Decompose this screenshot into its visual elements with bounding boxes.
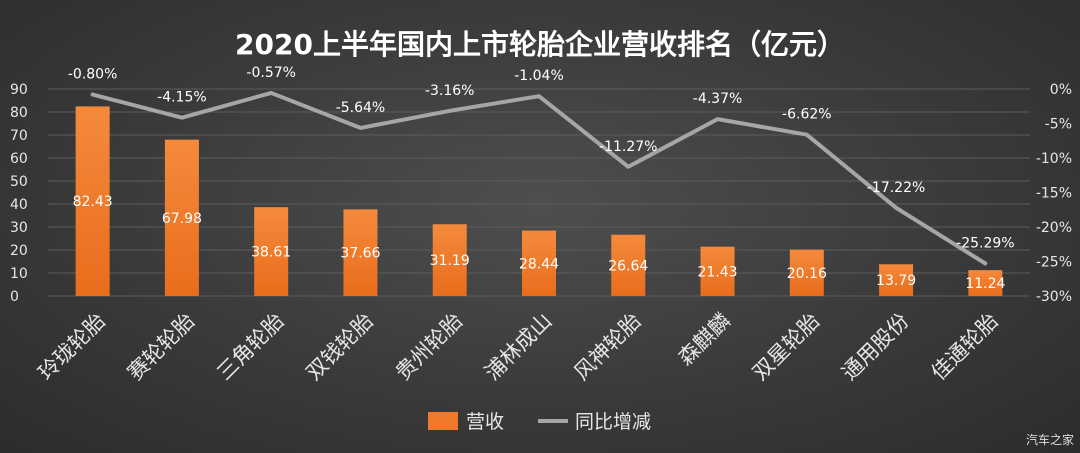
yoy-value-label: -25.29% bbox=[956, 236, 1014, 252]
bar bbox=[164, 139, 199, 296]
bar bbox=[968, 270, 1003, 296]
yoy-value-label: -3.16% bbox=[425, 83, 475, 99]
category-label: 玲珑轮胎 bbox=[34, 309, 110, 385]
line-series: -0.80% -4.15% -0.57% -5.64% -3.16% -1.04% -11.… bbox=[68, 65, 1015, 266]
bar-series: 82.43 67.98 38.61 37.66 31.19 28.44 26.64 21.43… bbox=[73, 106, 1005, 296]
bar-value-label: 31.19 bbox=[430, 253, 470, 269]
category-label: 赛轮轮胎 bbox=[123, 309, 199, 385]
category-labels: 玲珑轮胎 赛轮轮胎 三角轮胎 双钱轮胎 贵州轮胎 浦林成山 风神轮胎 森麒麟 双星轮胎 通用股份佳… bbox=[34, 309, 1003, 385]
left-axis-tick-label: 50 bbox=[10, 174, 28, 190]
bar bbox=[611, 234, 646, 296]
bar-value-label: 26.64 bbox=[608, 258, 648, 274]
category-label: 贵州轮胎 bbox=[391, 309, 467, 385]
bar-value-label: 20.16 bbox=[787, 266, 827, 282]
legend-label-revenue: 营收 bbox=[466, 411, 504, 433]
yoy-value-label: -17.22% bbox=[867, 180, 925, 196]
left-axis-tick-label: 80 bbox=[10, 105, 28, 121]
yoy-value-label: -4.15% bbox=[157, 90, 207, 106]
bar-value-label: 28.44 bbox=[519, 256, 559, 272]
right-axis-tick-label: -20% bbox=[1036, 220, 1072, 236]
bar bbox=[432, 224, 467, 296]
left-axis-tick-label: 70 bbox=[10, 128, 28, 144]
category-label: 三角轮胎 bbox=[212, 309, 288, 385]
legend-swatch-revenue bbox=[428, 412, 458, 430]
right-axis-ticks: -30% -25% -20% -15% -10% -5% 0% bbox=[1036, 82, 1072, 305]
yoy-value-label: -1.04% bbox=[514, 68, 564, 84]
left-axis-tick-label: 10 bbox=[10, 266, 28, 282]
left-axis-tick-label: 20 bbox=[10, 243, 28, 259]
bar-value-label: 11.24 bbox=[965, 276, 1005, 292]
bar-value-label: 13.79 bbox=[876, 273, 916, 289]
category-label: 浦林成山 bbox=[480, 309, 556, 385]
right-axis-tick-label: -5% bbox=[1045, 117, 1072, 133]
left-axis-tick-label: 30 bbox=[10, 220, 28, 236]
watermark: 汽车之家 bbox=[1026, 432, 1074, 447]
bar-value-label: 37.66 bbox=[340, 246, 380, 262]
category-label: 风神轮胎 bbox=[569, 309, 645, 385]
category-label: 通用股份 bbox=[837, 309, 913, 385]
yoy-value-label: -5.64% bbox=[336, 100, 386, 116]
bar-value-label: 38.61 bbox=[251, 245, 291, 261]
right-axis-tick-label: -25% bbox=[1036, 255, 1072, 271]
legend-label-yoy: 同比增减 bbox=[575, 411, 651, 433]
bar bbox=[879, 264, 914, 296]
left-axis-tick-label: 0 bbox=[10, 289, 19, 305]
bar bbox=[789, 249, 824, 296]
right-axis-tick-label: -10% bbox=[1036, 151, 1072, 167]
right-axis-tick-label: -15% bbox=[1036, 186, 1072, 202]
bar bbox=[254, 207, 289, 296]
bar-value-label: 82.43 bbox=[73, 194, 113, 210]
left-axis-ticks: 0 10 20 30 40 50 60 70 80 90 bbox=[10, 82, 28, 305]
bar bbox=[700, 246, 735, 296]
category-label: 佳通轮胎 bbox=[927, 309, 1003, 385]
right-axis-tick-label: 0% bbox=[1050, 82, 1072, 98]
legend: 营收 同比增减 bbox=[428, 411, 651, 433]
left-axis-tick-label: 40 bbox=[10, 197, 28, 213]
yoy-value-label: -6.62% bbox=[782, 107, 832, 123]
bar bbox=[522, 230, 556, 296]
left-axis-tick-label: 60 bbox=[10, 151, 28, 167]
bar-value-label: 21.43 bbox=[697, 264, 737, 280]
category-label: 双钱轮胎 bbox=[302, 309, 378, 385]
yoy-value-label: -11.27% bbox=[599, 139, 657, 155]
yoy-line bbox=[90, 90, 988, 266]
category-label: 森麒麟 bbox=[674, 309, 736, 371]
right-axis-tick-label: -30% bbox=[1036, 289, 1072, 305]
gridlines bbox=[48, 88, 1030, 297]
yoy-value-label: -0.80% bbox=[68, 67, 118, 83]
left-axis-tick-label: 90 bbox=[10, 82, 28, 98]
bar-value-label: 67.98 bbox=[162, 211, 202, 227]
yoy-value-label: -0.57% bbox=[246, 65, 296, 81]
bar bbox=[343, 209, 378, 296]
chart-title: 2020上半年国内上市轮胎企业营收排名（亿元） bbox=[235, 28, 845, 61]
bar bbox=[75, 106, 110, 296]
yoy-value-label: -4.37% bbox=[693, 91, 743, 107]
category-label: 双星轮胎 bbox=[748, 309, 824, 385]
